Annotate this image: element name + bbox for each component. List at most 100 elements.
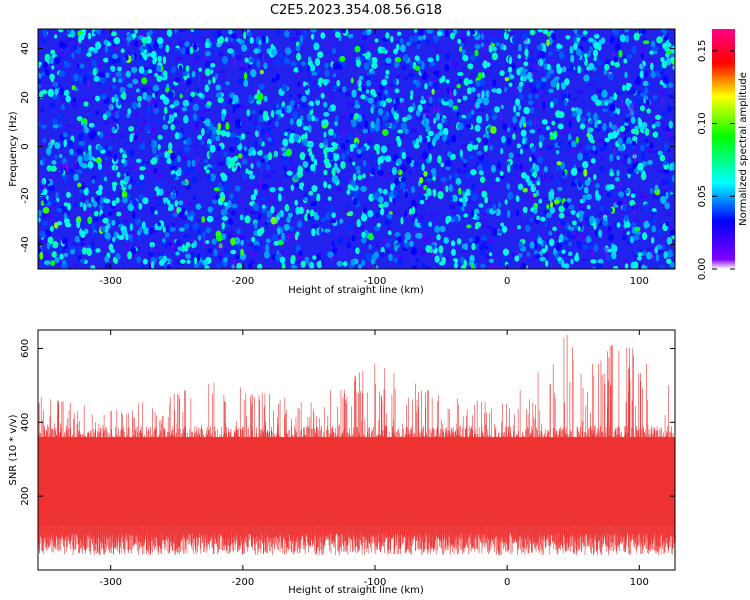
spectrogram-cell [323,175,330,178]
spectrogram-cell [262,184,268,190]
spectrogram-cell [239,37,246,41]
spectrogram-cell [456,238,462,245]
spectrogram-cell [618,131,621,139]
spectrogram-cell [637,191,644,195]
spectrogram-cell [216,128,222,136]
spectrogram-cell [320,32,326,39]
spectrogram-cell [221,113,225,122]
spectrogram-cells [38,29,675,269]
spectrogram-cell [380,94,385,101]
spectrogram-cell [150,62,156,71]
spectrogram-cell [485,200,491,205]
spectrogram-cell [87,160,94,169]
spectrogram-cell [270,48,278,56]
spectrogram-cell [241,158,248,165]
spectrogram-cell [157,221,162,227]
spectrogram-cell [152,71,157,75]
spectrogram-cell [307,105,313,111]
spectrogram-cell [421,262,426,269]
spectrogram-cell [457,122,464,130]
spectrogram-cell [371,56,378,64]
spectrogram-cell [393,78,397,85]
spectrogram-cell [103,198,111,204]
spectrogram-cell [169,194,177,200]
spectrogram-cell [650,248,654,259]
spectrogram-cell [552,97,559,104]
spectrogram-cell [289,158,294,163]
spectrogram-cell [425,245,432,253]
spectrogram-cell [430,167,437,175]
spectrogram-cell [336,79,341,87]
spectrogram-cell [202,231,206,239]
spectrogram-cell [458,187,462,195]
spectrogram-cell [294,232,299,241]
spectrogram-cell [47,205,55,209]
spectrogram-cell [364,120,369,129]
spectrogram-cell [356,219,361,228]
spectrogram-cell [324,228,331,233]
spectrogram-cell [445,166,451,171]
spectrogram-cell [469,54,476,62]
spectrogram-cell [293,67,300,73]
spectrogram-cell [542,73,549,77]
spectrogram-cell [393,257,399,263]
spectrogram-cell [604,128,609,133]
spectrogram-cell [545,125,551,131]
spectrogram-cell [558,51,565,60]
spectrogram-cell [347,51,353,56]
spectrogram-cell [321,259,325,267]
spectrogram-cell [595,262,602,269]
spectrogram-cell [121,91,127,100]
spectrogram-cell [659,249,666,254]
spectrogram-cell [641,250,647,256]
spectrogram-cell [408,73,414,78]
spectrogram-cell [450,135,456,142]
spectrogram-cell [265,35,269,44]
spectrogram-cell [267,152,273,161]
spectrogram-cell [174,77,181,83]
spectrogram-cell [141,221,146,230]
spectrogram-cell [471,242,476,251]
spectrogram-cell [240,133,246,140]
spectrogram-cell [112,53,118,60]
spectrogram-cell [457,201,464,207]
spectrogram-cell [130,130,138,135]
spectrogram-cell [199,116,206,122]
spectrogram-cell [576,114,581,123]
spectrogram-cell [604,211,610,215]
spectrogram-cell [193,240,197,248]
spectrogram-cell [549,206,555,214]
spectrogram-cell [319,142,325,149]
spectrogram-cell [54,256,60,264]
spectrogram-cell [432,176,437,182]
spectrogram-cell [641,232,648,240]
spectrogram-cell [411,265,418,269]
spectrogram-cell [213,194,217,202]
spectrogram-cell [614,177,620,182]
spectrogram-cell [418,29,424,36]
spectrogram-cell [221,196,225,202]
spectrogram-cell [270,170,276,173]
spectrogram-cell [492,264,499,269]
spectrogram-cell [577,89,583,94]
spectrogram-cell [616,169,620,177]
spectrogram-cell [491,52,498,61]
spectrogram-cell [119,147,124,154]
spectrogram-cell [604,101,608,106]
spectrogram-cell [389,58,395,62]
spectrogram-cell [355,165,361,171]
spectrogram-cell [478,36,483,41]
spectrogram-cell [238,148,245,152]
spectrogram-cell [635,230,641,236]
spectrogram-cell [480,235,488,242]
spectrogram-cell [507,66,513,73]
spectrogram-cell [384,74,389,80]
spectrogram-cell [77,182,82,188]
spectrogram-cell [225,131,231,138]
spectrogram-cell [61,43,67,49]
spectrogram-cell [48,56,55,65]
spectrogram-cell [227,98,233,104]
spectrogram-cell [648,217,655,226]
spectrogram-cell [483,262,491,266]
